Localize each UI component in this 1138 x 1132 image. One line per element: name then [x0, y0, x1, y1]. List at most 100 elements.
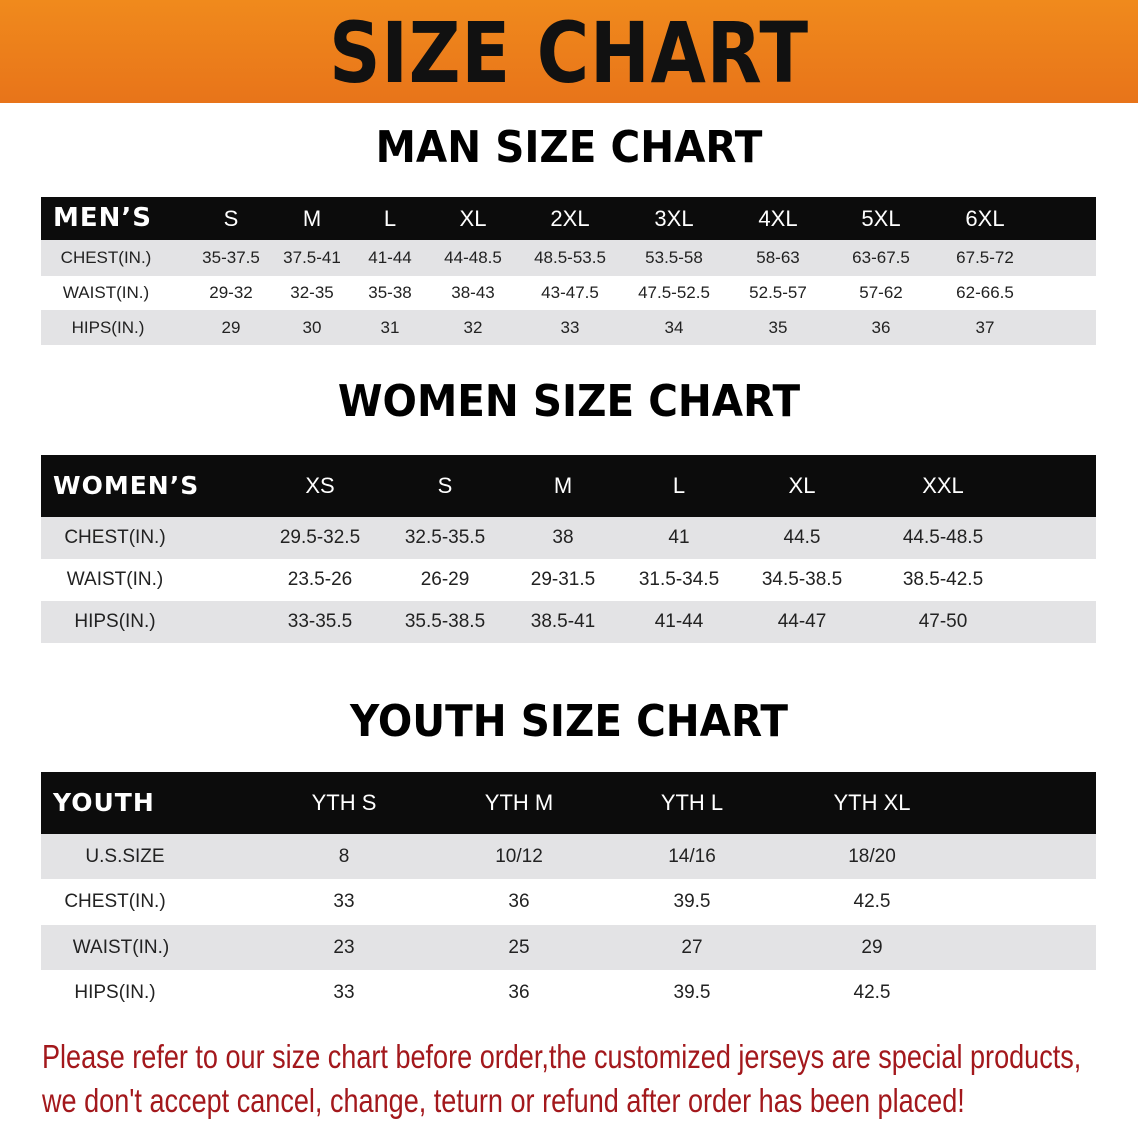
table-cell: 32: [463, 318, 483, 337]
table-cell: 35-38: [368, 283, 412, 302]
table-row: WAIST(IN.) 23 25 27 29: [41, 925, 1096, 970]
youth-section-title: YOUTH SIZE CHART: [350, 696, 788, 747]
size-column-header: L: [672, 473, 686, 498]
table-cell: 32-35: [290, 283, 334, 302]
row-label: WAIST(IN.): [66, 569, 164, 590]
table-row: CHEST(IN.) 29.5-32.5 32.5-35.5 38 41 44.5 44.5…: [41, 517, 1096, 559]
size-column-header: YTH M: [484, 790, 554, 815]
table-cell: 44-48.5: [444, 248, 502, 267]
table-cell: 41-44: [654, 611, 704, 632]
table-cell: 14/16: [668, 846, 716, 867]
table-cell: 33-35.5: [287, 611, 353, 632]
row-label: CHEST(IN.): [60, 248, 152, 267]
table-cell: 63-67.5: [852, 248, 910, 267]
table-cell: 36: [871, 318, 891, 337]
table-cell: 29-32: [209, 283, 253, 302]
table-cell: 44-47: [777, 611, 827, 632]
table-row: WAIST(IN.) 23.5-26 26-29 29-31.5 31.5-34.5 34…: [41, 559, 1096, 601]
table-cell: 30: [302, 318, 322, 337]
size-column-header: 6XL: [965, 206, 1005, 231]
table-cell: 43-47.5: [541, 283, 599, 302]
table-cell: 38.5-41: [530, 611, 596, 632]
row-label: CHEST(IN.): [64, 891, 166, 912]
row-label: WAIST(IN.): [62, 283, 150, 302]
table-cell: 36: [508, 891, 530, 912]
table-header-label: MEN’S: [53, 203, 152, 233]
row-label: HIPS(IN.): [74, 611, 156, 632]
size-column-header: 3XL: [654, 206, 694, 231]
notice-line-1: Please refer to our size chart before or…: [42, 1038, 1082, 1075]
women-size-table: WOMEN’S XS S M L XL XXL CHEST(IN.) 29.5-32.5 32.5…: [41, 455, 1096, 643]
table-row: HIPS(IN.) 33 36 39.5 42.5: [41, 970, 1096, 1015]
table-cell: 57-62: [859, 283, 903, 302]
table-cell: 34.5-38.5: [761, 569, 843, 590]
table-cell: 31: [380, 318, 400, 337]
table-cell: 37.5-41: [283, 248, 341, 267]
table-cell: 48.5-53.5: [534, 248, 606, 267]
table-cell: 33: [333, 982, 355, 1003]
row-label: U.S.SIZE: [85, 846, 165, 867]
table-row: HIPS(IN.) 29 30 31 32 33 34 35 36 37: [41, 310, 1096, 345]
men-size-table: MEN’S S M L XL 2XL 3XL 4XL 5XL 6XL CHEST(IN.) 35-37…: [41, 197, 1096, 345]
size-column-header: 2XL: [550, 206, 590, 231]
table-cell: 29.5-32.5: [279, 527, 361, 548]
table-cell: 33: [333, 891, 355, 912]
size-column-header: M: [302, 206, 322, 231]
table-cell: 53.5-58: [645, 248, 703, 267]
table-cell: 44.5: [783, 527, 821, 548]
table-cell: 23: [333, 937, 355, 958]
table-cell: 44.5-48.5: [902, 527, 984, 548]
size-column-header: XL: [459, 206, 487, 231]
size-column-header: XXL: [922, 473, 964, 498]
table-cell: 38.5-42.5: [902, 569, 984, 590]
row-label: HIPS(IN.): [71, 318, 145, 337]
table-cell: 52.5-57: [749, 283, 807, 302]
table-cell: 27: [681, 937, 703, 958]
table-row: HIPS(IN.) 33-35.5 35.5-38.5 38.5-41 41-44 44-…: [41, 601, 1096, 643]
table-cell: 33: [560, 318, 580, 337]
table-cell: 42.5: [853, 982, 891, 1003]
table-cell: 35: [768, 318, 788, 337]
table-header-label: YOUTH: [53, 788, 155, 817]
table-header-label: WOMEN’S: [53, 471, 200, 500]
table-cell: 38-43: [451, 283, 495, 302]
banner: SIZE CHART: [0, 0, 1138, 103]
row-label: HIPS(IN.): [74, 982, 156, 1003]
table-cell: 10/12: [495, 846, 543, 867]
row-label: WAIST(IN.): [72, 937, 170, 958]
table-cell: 8: [338, 846, 350, 867]
size-column-header: 4XL: [758, 206, 798, 231]
table-cell: 29: [861, 937, 883, 958]
size-column-header: XS: [305, 473, 335, 498]
table-cell: 25: [508, 937, 530, 958]
table-cell: 39.5: [673, 891, 711, 912]
youth-size-table: YOUTH YTH S YTH M YTH L YTH XL U.S.SIZE 8 10/12…: [41, 772, 1096, 1015]
table-cell: 23.5-26: [287, 569, 353, 590]
size-column-header: S: [223, 206, 239, 231]
table-row: WAIST(IN.) 29-32 32-35 35-38 38-43 43-47.5 47.…: [41, 276, 1096, 310]
size-column-header: S: [437, 473, 453, 498]
table-cell: 47.5-52.5: [638, 283, 710, 302]
table-cell: 31.5-34.5: [638, 569, 720, 590]
women-section-title: WOMEN SIZE CHART: [337, 376, 801, 427]
table-cell: 47-50: [918, 611, 968, 632]
table-row: CHEST(IN.) 35-37.5 37.5-41 41-44 44-48.5 48.5…: [41, 240, 1096, 276]
table-cell: 39.5: [673, 982, 711, 1003]
table-header-row: MEN’S S M L XL 2XL 3XL 4XL 5XL 6XL: [41, 197, 1096, 240]
row-label: CHEST(IN.): [64, 527, 166, 548]
table-cell: 41-44: [368, 248, 412, 267]
table-cell: 18/20: [848, 846, 896, 867]
table-cell: 41: [668, 527, 690, 548]
banner-title: SIZE CHART: [329, 4, 809, 102]
table-cell: 67.5-72: [956, 248, 1014, 267]
table-cell: 26-29: [420, 569, 470, 590]
size-column-header: YTH S: [311, 790, 377, 815]
table-cell: 36: [508, 982, 530, 1003]
table-cell: 58-63: [756, 248, 800, 267]
table-cell: 35-37.5: [202, 248, 260, 267]
table-cell: 42.5: [853, 891, 891, 912]
table-cell: 37: [975, 318, 995, 337]
size-column-header: XL: [788, 473, 816, 498]
table-cell: 29-31.5: [530, 569, 596, 590]
table-cell: 35.5-38.5: [404, 611, 486, 632]
